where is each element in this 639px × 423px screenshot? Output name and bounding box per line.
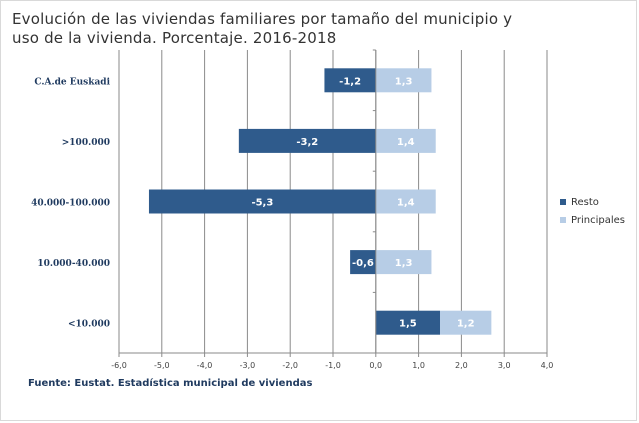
bar-principales [375, 128, 436, 153]
bar-principales [440, 310, 492, 335]
x-tick-label: 1,0 [412, 361, 425, 370]
bar-resto [148, 189, 376, 214]
bar-resto [324, 68, 376, 93]
data-label: -0,6 [352, 258, 374, 269]
x-tick-label: 0,0 [369, 361, 382, 370]
category-label: <10.000 [68, 320, 110, 330]
legend-label-principales: Principales [571, 214, 625, 226]
bar-principales [375, 250, 432, 275]
bar-principales [375, 189, 436, 214]
x-tick-label: -4,0 [197, 361, 213, 370]
x-tick-label: 4,0 [541, 361, 554, 370]
bar-resto [375, 310, 440, 335]
data-label: 1,5 [399, 319, 417, 330]
data-label: 1,2 [457, 319, 475, 330]
legend-item-principales: Principales [560, 211, 625, 229]
data-label: -3,2 [296, 137, 318, 148]
axes: -6,0 -5,0 -4,0 -3,0 -2,0 -1,0 0,0 1,0 2,0 3,0 4,0 C… [31, 49, 554, 370]
data-label: -1,2 [339, 76, 361, 87]
legend: Resto Principales [560, 193, 625, 229]
category-label: C.A.de Euskadi [34, 77, 110, 87]
category-label: 40.000-100.000 [31, 199, 110, 209]
category-label: 10.000-40.000 [37, 259, 110, 269]
x-tick-label: -2,0 [282, 361, 298, 370]
data-label: 1,4 [397, 137, 415, 148]
chart-title-line-2: uso de la vivienda. Porcentaje. 2016-201… [12, 29, 337, 47]
x-tick-label: 2,0 [455, 361, 468, 370]
x-tick-label: -3,0 [240, 361, 256, 370]
legend-label-resto: Resto [571, 196, 599, 208]
x-tick-label: -6,0 [111, 361, 127, 370]
legend-swatch-principales [560, 217, 566, 223]
legend-swatch-resto [560, 199, 566, 205]
x-tick-label: 3,0 [498, 361, 511, 370]
source-note: Fuente: Eustat. Estadística municipal de… [28, 378, 313, 389]
data-label: 1,3 [395, 76, 413, 87]
data-label: -5,3 [251, 198, 273, 209]
data-label: 1,3 [395, 258, 413, 269]
category-label: >100.000 [62, 138, 110, 148]
bars: -1,2 1,3 -3,2 1,4 -5,3 1,4 -0,6 1,3 1,5 1,2 [148, 68, 492, 335]
legend-item-resto: Resto [560, 193, 625, 211]
x-tick-label: -1,0 [325, 361, 341, 370]
bar-resto [238, 128, 376, 153]
chart-title: Evolución de las viviendas familiares po… [12, 10, 612, 48]
chart-title-line-1: Evolución de las viviendas familiares po… [12, 10, 513, 28]
bar-resto [350, 250, 376, 275]
bar-principales [375, 68, 432, 93]
data-label: 1,4 [397, 198, 415, 209]
x-tick-label: -5,0 [154, 361, 170, 370]
